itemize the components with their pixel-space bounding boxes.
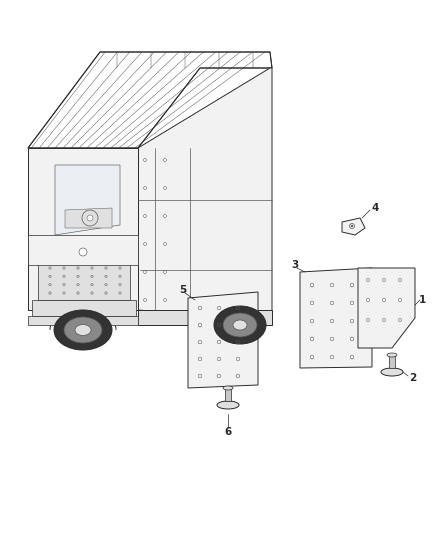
Ellipse shape — [49, 267, 51, 269]
Polygon shape — [28, 148, 138, 310]
Ellipse shape — [87, 215, 93, 221]
Polygon shape — [65, 208, 112, 228]
Ellipse shape — [119, 275, 121, 278]
Ellipse shape — [49, 292, 51, 294]
Ellipse shape — [91, 292, 93, 294]
Ellipse shape — [105, 275, 107, 278]
Ellipse shape — [77, 284, 79, 286]
Ellipse shape — [77, 292, 79, 294]
Ellipse shape — [54, 310, 112, 350]
Polygon shape — [225, 389, 231, 401]
Ellipse shape — [77, 267, 79, 269]
Polygon shape — [55, 165, 120, 235]
Ellipse shape — [223, 386, 233, 390]
Polygon shape — [358, 268, 415, 348]
Polygon shape — [138, 310, 272, 325]
Ellipse shape — [82, 210, 98, 226]
Ellipse shape — [49, 284, 51, 286]
Polygon shape — [32, 300, 136, 316]
Ellipse shape — [63, 267, 65, 269]
Polygon shape — [28, 235, 138, 265]
Ellipse shape — [387, 353, 397, 357]
Ellipse shape — [49, 275, 51, 278]
Ellipse shape — [119, 292, 121, 294]
Polygon shape — [138, 68, 272, 320]
Ellipse shape — [105, 284, 107, 286]
Ellipse shape — [119, 284, 121, 286]
Text: 1: 1 — [418, 295, 426, 305]
Ellipse shape — [119, 267, 121, 269]
Ellipse shape — [233, 320, 247, 330]
Text: 3: 3 — [291, 260, 299, 270]
Text: 5: 5 — [180, 285, 187, 295]
Ellipse shape — [91, 275, 93, 278]
Ellipse shape — [381, 368, 403, 376]
Polygon shape — [38, 260, 130, 300]
Ellipse shape — [214, 306, 266, 344]
Ellipse shape — [119, 251, 131, 259]
Ellipse shape — [77, 275, 79, 278]
Text: 6: 6 — [224, 427, 232, 437]
Ellipse shape — [63, 292, 65, 294]
Ellipse shape — [75, 325, 91, 335]
Ellipse shape — [63, 284, 65, 286]
Ellipse shape — [91, 267, 93, 269]
Ellipse shape — [36, 251, 48, 259]
Polygon shape — [28, 316, 138, 325]
Text: 2: 2 — [410, 373, 417, 383]
Polygon shape — [389, 356, 395, 368]
Ellipse shape — [105, 267, 107, 269]
Polygon shape — [342, 218, 365, 235]
Text: 4: 4 — [371, 203, 379, 213]
Ellipse shape — [79, 248, 87, 256]
Ellipse shape — [63, 275, 65, 278]
Ellipse shape — [351, 225, 353, 227]
Ellipse shape — [64, 317, 102, 343]
Ellipse shape — [223, 313, 257, 337]
Ellipse shape — [217, 401, 239, 409]
Polygon shape — [188, 292, 258, 388]
Polygon shape — [28, 52, 272, 148]
Ellipse shape — [105, 292, 107, 294]
Polygon shape — [300, 268, 372, 368]
Ellipse shape — [91, 284, 93, 286]
